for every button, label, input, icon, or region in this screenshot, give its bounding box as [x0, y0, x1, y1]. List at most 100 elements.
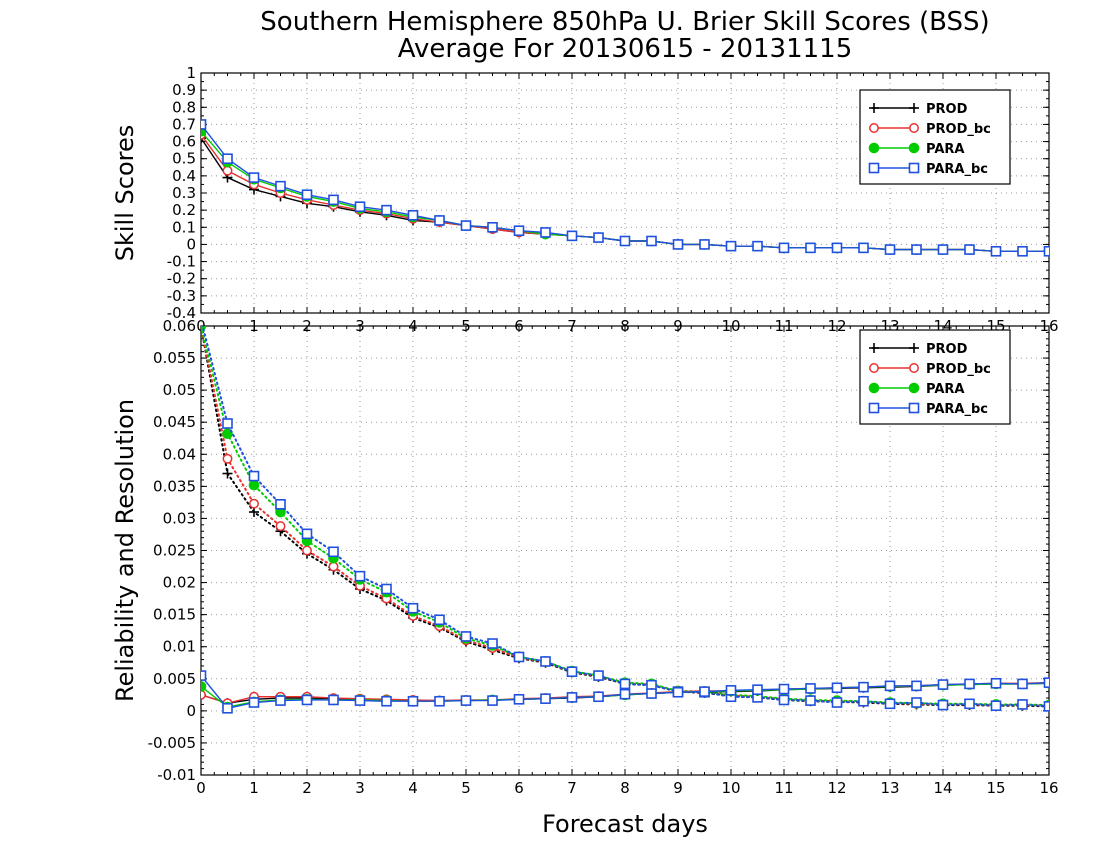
top-series-para-bc-point-9	[434, 215, 445, 226]
top-legend-item-para-bc-marker-left	[868, 162, 880, 174]
top-legend-item-para-bc: PARA_bc	[868, 162, 988, 177]
bottom-legend-item-prod-bc-marker-left	[869, 363, 879, 373]
bottom-legend-item-prod: PROD	[869, 342, 968, 357]
top-series-para-bc-point-5	[328, 194, 339, 206]
bottom-series-para-bc-resolution-point-28	[937, 699, 949, 711]
bottom-series-para-bc-reliability-point-3	[275, 695, 286, 706]
bottom-xtick-label-4: 4	[408, 779, 418, 797]
bottom-ytick-label-2: 0	[186, 702, 196, 720]
bottom-series-para-bc-reliability-point-26	[884, 680, 896, 692]
bottom-series-para-bc-resolution-point-16	[619, 678, 631, 690]
bottom-ytick-label-11: 0.045	[153, 413, 196, 431]
top-grid	[201, 73, 1049, 313]
bottom-ytick-label-4: 0.01	[163, 638, 196, 656]
bottom-series-para-bc-reliability-point-14	[566, 692, 578, 703]
bottom-ytick-label-13: 0.055	[153, 349, 196, 367]
top-series-para-bc-point-6	[354, 201, 366, 213]
top-ytick-label-2: -0.2	[167, 270, 196, 288]
top-ytick-label-13: 0.9	[172, 81, 196, 99]
skill-score-panel: -0.4-0.3-0.2-0.100.10.20.30.40.50.60.70.…	[111, 64, 1059, 335]
bottom-xtick-label-13: 13	[880, 779, 899, 797]
top-legend: PROD PROD_bc PARA PARA_bc	[859, 89, 1011, 185]
bottom-series-para-bc-reliability-point-19	[699, 686, 710, 697]
bottom-series-para-bc-resolution-point-22	[778, 694, 790, 706]
bottom-series-para-bc-reliability-point-21	[752, 684, 763, 695]
bottom-series-para-bc-reliability-point-0	[201, 670, 207, 681]
top-ytick-label-4: 0	[186, 235, 196, 253]
bottom-legend: PROD PROD_bc PARA PARA_bc	[859, 329, 1011, 425]
bottom-series-para-bc-reliability-point-17	[646, 688, 657, 699]
bottom-series-para-bc-reliability-point-12	[513, 694, 525, 705]
top-legend-item-prod: PROD	[869, 102, 968, 117]
bottom-series-para-resolution-point-2	[248, 479, 260, 491]
top-series-para-bc-point-24	[831, 242, 843, 254]
top-series-para-bc-point-7	[381, 204, 392, 216]
bottom-series-prod-resolution-point-1	[222, 468, 233, 479]
top-series-para-bc-point-13	[540, 227, 551, 238]
top-series-para-bc-point-30	[990, 245, 1002, 257]
bottom-series-para-bc-resolution-point-4	[301, 528, 313, 540]
bottom-series-para-bc-resolution-point-7	[381, 583, 392, 595]
top-series-para-bc-point-11	[487, 221, 498, 233]
top-series-para-bc-point-3	[275, 180, 286, 192]
bottom-series-para-bc-resolution-point-26	[884, 698, 896, 710]
bottom-series-para-bc-reliability-point-1	[222, 702, 233, 714]
bottom-xtick-label-3: 3	[355, 779, 365, 797]
top-legend-item-prod-bc-marker-right	[909, 123, 919, 133]
top-series-para-bc-point-19	[699, 239, 710, 250]
bottom-series-para-reliability-point-0	[201, 681, 207, 692]
bottom-series-prod-bc-resolution-point-2	[249, 498, 259, 509]
bottom-xtick-label-0: 0	[196, 779, 206, 797]
bottom-series-para-bc-resolution-point-27	[911, 697, 922, 708]
bottom-ytick-label-1: -0.005	[148, 734, 196, 752]
top-series-para-bc-point-27	[911, 244, 922, 255]
bottom-ytick-label-9: 0.035	[153, 477, 196, 495]
top-ytick-label-7: 0.3	[172, 184, 196, 202]
top-legend-item-para-bc-label: PARA_bc	[926, 162, 988, 177]
bottom-series-para-bc-reliability-point-9	[434, 695, 445, 707]
top-ytick-label-12: 0.8	[172, 98, 196, 116]
chart-title: Southern Hemisphere 850hPa U. Brier Skil…	[260, 7, 989, 37]
bottom-ytick-label-6: 0.02	[163, 574, 196, 592]
top-ytick-label-10: 0.6	[172, 133, 196, 151]
top-legend-item-prod-bc-label: PROD_bc	[926, 122, 991, 137]
bottom-legend-item-prod-label: PROD	[926, 342, 968, 357]
bottom-series-para-bc-resolution-point-25	[858, 695, 869, 707]
bottom-series-para-bc-reliability-point-16	[619, 688, 631, 700]
bottom-series-prod-bc-resolution-point-1	[222, 453, 233, 464]
bottom-series-prod-resolution-point-2	[249, 507, 259, 518]
bottom-series-para-bc-reliability-point-8	[407, 695, 419, 707]
bottom-series-para-bc-resolution-point-13	[540, 656, 551, 667]
reliability-resolution-panel: -0.01 -0.005 0 0.005 0.01 0.015 0.02 0.025 0.03 0…	[111, 317, 1059, 797]
bottom-legend-item-para-marker-right	[908, 382, 920, 394]
bottom-xtick-label-5: 5	[461, 779, 471, 797]
bottom-xtick-label-1: 1	[249, 779, 259, 797]
bottom-legend-item-para-bc-label: PARA_bc	[926, 402, 988, 417]
top-series-para-bc-point-32	[1043, 245, 1049, 257]
bottom-legend-item-para-bc: PARA_bc	[868, 402, 988, 417]
bottom-legend-item-prod-marker-left	[869, 343, 879, 353]
top-series-para-bc-point-31	[1017, 245, 1028, 257]
bottom-xtick-label-11: 11	[774, 779, 793, 797]
bottom-series-para-bc-reliability-point-22	[778, 683, 790, 695]
top-series-para-bc-point-22	[778, 242, 790, 254]
top-series-para-bc-point-21	[752, 240, 763, 252]
bottom-legend-item-para-bc-marker-right	[908, 402, 920, 414]
bottom-legend-item-para-marker-left	[868, 382, 880, 394]
bottom-series-para-bc-resolution-point-30	[990, 700, 1002, 712]
bottom-series-para-bc-resolution-point-1	[222, 418, 233, 429]
top-series-para-bc-point-8	[407, 209, 419, 221]
top-y-axis: -0.4-0.3-0.2-0.100.10.20.30.40.50.60.70.…	[167, 64, 1049, 322]
bottom-series-para-bc-reliability-point-25	[858, 681, 869, 693]
top-series-para-bc-point-10	[460, 220, 472, 231]
bottom-xtick-label-8: 8	[620, 779, 630, 797]
top-ytick-label-3: -0.1	[167, 253, 196, 271]
bottom-series-para-bc-resolution-point-23	[805, 695, 816, 706]
top-series-para-bc-point-20	[725, 240, 737, 252]
bottom-series-para-bc-resolution-point-12	[513, 651, 525, 663]
top-series-para-bc	[201, 119, 1049, 257]
bottom-series-para-bc-reliability-point-28	[937, 679, 949, 690]
bottom-series-para-bc-resolution-point-9	[434, 614, 445, 626]
bottom-legend-item-para-bc-marker-left	[868, 402, 880, 414]
